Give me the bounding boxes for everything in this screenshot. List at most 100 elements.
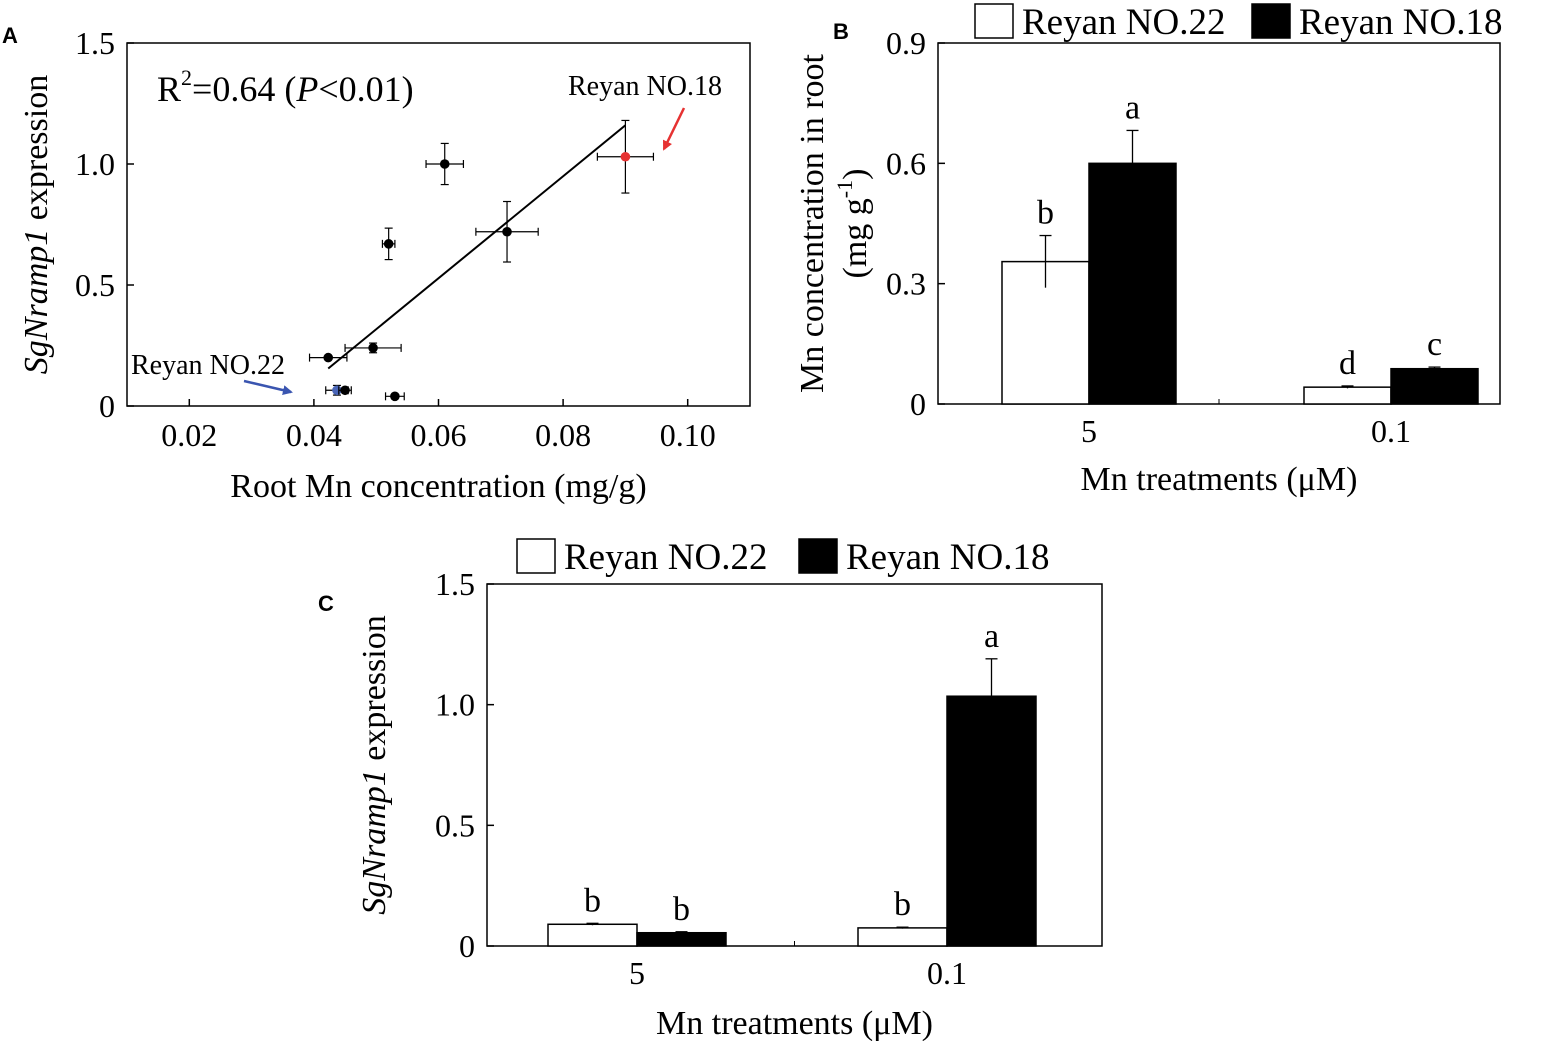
panel-b-y-tick-label: 0.3 (886, 266, 926, 302)
panel-a-y-tick-label: 1.5 (75, 25, 115, 61)
panel-c-letter: C (318, 591, 334, 616)
panel-b-x-tick-label: 0.1 (1371, 413, 1411, 449)
panel-a-arrow-reyan22 (243, 379, 293, 396)
panel-c-bar (857, 927, 948, 947)
panel-a-y-axis-label-gene: SgNramp1 (18, 229, 55, 374)
panel-c-significance-letter: b (894, 886, 911, 923)
panel-b-legend-swatch (974, 3, 1014, 39)
panel-a-arrow-reyan18 (662, 107, 686, 151)
panel-a-x-tick-label: 0.04 (286, 417, 342, 453)
panel-b-significance-letter: d (1339, 345, 1356, 382)
panel-c-y-axis-label-gene: SgNramp1 (356, 769, 393, 914)
panel-b-y-unit-pre: (mg g (837, 198, 874, 278)
panel-a-point-marker (502, 226, 512, 237)
panel-b-legend-label: Reyan NO.18 (1299, 2, 1502, 43)
panel-c-y-tick-label: 0.5 (435, 807, 475, 843)
panel-b-legend: Reyan NO.22 Reyan NO.18 (974, 2, 1502, 43)
panel-a-point-marker (368, 343, 378, 353)
panel-c-legend-item: Reyan NO.22 (516, 537, 767, 578)
panel-c-y-tick-label: 1.5 (435, 566, 475, 602)
panel-a-data-point (381, 227, 396, 261)
panel-b-bar (1390, 367, 1479, 405)
panel-b-y-axis-label-line2: (mg g-1) (832, 169, 874, 279)
panel-c-legend-label: Reyan NO.18 (846, 537, 1049, 578)
panel-b-letter: B (833, 19, 849, 44)
panel-b-y-unit-sup: -1 (832, 180, 857, 198)
panel-b-x-axis-label: Mn treatments (μM) (1081, 461, 1358, 498)
panel-a-y-axis-label: SgNramp1 expression (18, 75, 55, 374)
panel-a-annotation-reyan22: Reyan NO.22 (131, 350, 285, 381)
panel-c-x-tick-label: 5 (629, 955, 645, 991)
panel-b-legend-item: Reyan NO.22 (974, 2, 1225, 43)
panel-b-y-unit-post: ) (837, 169, 874, 180)
panel-b-y-tick-label: 0.6 (886, 145, 926, 181)
panel-b-significance-letter: a (1125, 89, 1140, 126)
panel-a-point-marker (383, 239, 394, 249)
panel-a-y-tick-label: 1.0 (75, 146, 115, 182)
panel-c-y-axis-label: SgNramp1 expression (356, 615, 393, 914)
panel-a-r2-p: P (295, 69, 318, 109)
panel-b-y-tick-label: 0 (910, 386, 926, 422)
panel-a-data-point (338, 385, 352, 396)
panel-b-bar-chart: B 0 0.3 0.6 0.9 5 b a 0.1 d c Mn treatments (μM) Rey… (794, 2, 1502, 498)
panel-a-letter: A (2, 23, 18, 48)
panel-c-y-tick-label: 1.0 (435, 687, 475, 723)
panel-a-point-marker (439, 159, 450, 169)
panel-b-legend-label: Reyan NO.22 (1022, 2, 1225, 43)
panel-a-r2-r: R (157, 69, 181, 109)
panel-a-data-point (425, 142, 465, 186)
panel-b-significance-letter: c (1427, 326, 1442, 363)
panel-b-bar (1303, 386, 1392, 405)
panel-c-legend-label: Reyan NO.22 (564, 537, 767, 578)
panel-a-data-point (384, 391, 405, 402)
panel-b-bar-group: c (1390, 326, 1479, 405)
panel-a-annotation-reyan18: Reyan NO.18 (568, 71, 722, 102)
panel-c-x-axis-label: Mn treatments (μM) (656, 1005, 933, 1041)
panel-c-bar-group: b (636, 891, 727, 947)
panel-a-y-tick-label: 0.5 (75, 267, 115, 303)
panel-a-fit-line (327, 124, 627, 370)
panel-a-x-tick-label: 0.06 (411, 417, 467, 453)
panel-c-y-tick-label: 0 (459, 928, 475, 964)
panel-a-r2-eq: =0.64 ( (192, 69, 296, 109)
panel-a-data-point (344, 342, 402, 354)
panel-a-data-point (596, 119, 655, 194)
panel-a-point-marker (340, 385, 350, 396)
panel-a-point-marker (620, 151, 631, 162)
panel-c-bar (946, 695, 1037, 947)
panel-c-y-axis-label-rest: expression (356, 615, 393, 769)
panel-c-legend: Reyan NO.22 Reyan NO.18 (516, 537, 1049, 578)
panel-a-y-tick-label: 0 (99, 388, 115, 424)
panel-b-y-axis-label-text: Mn concentration in root (794, 53, 831, 393)
panel-a-x-tick-label: 0.02 (161, 417, 217, 453)
panel-c-legend-swatch (516, 538, 556, 574)
panel-a-data-point (308, 352, 348, 363)
panel-b-x-tick-label: 5 (1081, 413, 1097, 449)
panel-b-bar-group: b (1001, 195, 1090, 405)
panel-b-bar (1088, 162, 1177, 405)
panel-a-x-tick-label: 0.08 (535, 417, 591, 453)
panel-a-x-axis-label: Root Mn concentration (mg/g) (230, 468, 646, 505)
panel-c-bar-group: b (547, 882, 638, 947)
panel-c-bar (547, 923, 638, 947)
panel-b-y-tick-label: 0.9 (886, 25, 926, 61)
panel-c-legend-item: Reyan NO.18 (798, 537, 1049, 578)
panel-a-point-marker (323, 352, 334, 363)
panel-c-significance-letter: a (984, 618, 999, 655)
panel-a-y-axis-label-rest: expression (18, 75, 55, 229)
panel-c-bar-group: b (857, 886, 948, 947)
panel-a-x-tick-label: 0.10 (660, 417, 716, 453)
panel-b-significance-letter: b (1037, 195, 1054, 232)
panel-c-bar-group: a (946, 618, 1037, 947)
panel-b-bar-group: a (1088, 89, 1177, 405)
panel-a-point-marker (390, 391, 400, 402)
panel-b-legend-swatch (1251, 3, 1291, 39)
panel-c-bar (636, 931, 727, 947)
panel-b-legend-item: Reyan NO.18 (1251, 2, 1502, 43)
panel-c-legend-swatch (798, 538, 838, 574)
panel-b-y-axis-label-line1: Mn concentration in root (794, 53, 831, 393)
panel-a-scatter: A 0 0.5 1.0 1.5 0.02 0.04 0.06 0.08 0.10 Root Mn c… (2, 23, 751, 505)
panel-c-x-tick-label: 0.1 (927, 955, 967, 991)
